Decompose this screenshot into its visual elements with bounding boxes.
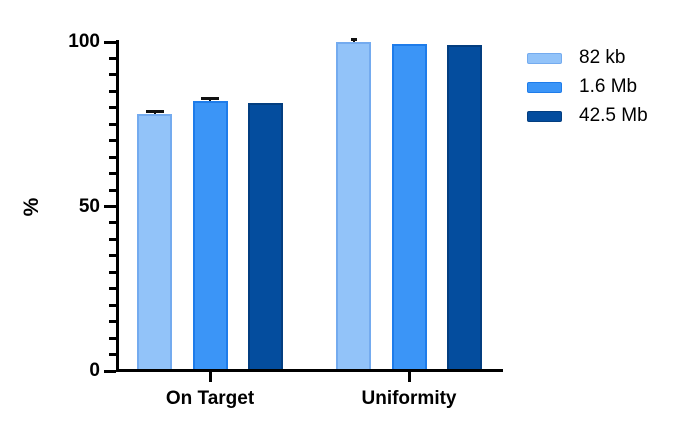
- error-bar-cap: [350, 37, 357, 41]
- legend-row: 1.6 Mb: [527, 76, 648, 98]
- legend: 82 kb 1.6 Mb 42.5 Mb: [527, 47, 648, 134]
- y-tick-label: 50: [78, 195, 100, 217]
- y-tick-label: 0: [89, 360, 100, 381]
- y-tick-minor: [109, 73, 116, 77]
- legend-label: 42.5 Mb: [579, 105, 648, 126]
- error-bar-cap: [145, 110, 164, 114]
- y-tick-minor: [109, 336, 116, 340]
- y-tick-minor: [109, 287, 116, 291]
- y-tick-minor: [109, 303, 116, 307]
- y-tick-minor: [109, 139, 116, 143]
- y-tick-minor: [109, 106, 116, 110]
- legend-row: 42.5 Mb: [527, 105, 648, 127]
- y-tick-minor: [109, 237, 116, 241]
- y-tick-minor: [109, 122, 116, 126]
- legend-label: 1.6 Mb: [579, 76, 638, 97]
- category-label: On Target: [165, 388, 255, 409]
- y-tick-minor: [109, 353, 116, 357]
- legend-swatch: [527, 110, 562, 122]
- category-tick: [208, 372, 212, 382]
- legend-swatch: [527, 81, 562, 93]
- bar: [137, 114, 172, 372]
- y-tick-minor: [109, 320, 116, 324]
- error-bar-cap: [201, 96, 219, 100]
- y-tick-major: [104, 40, 116, 44]
- y-tick-minor: [109, 221, 116, 225]
- bar: [192, 101, 228, 372]
- y-tick-minor: [109, 172, 116, 176]
- x-axis-line: [116, 369, 503, 372]
- y-tick-minor: [109, 56, 116, 60]
- y-tick-minor: [109, 254, 116, 258]
- legend-swatch: [527, 52, 562, 64]
- bar: [391, 43, 427, 372]
- y-tick-major: [104, 369, 116, 373]
- y-tick-minor: [109, 270, 116, 274]
- y-axis-line: [116, 40, 119, 372]
- y-tick-minor: [109, 89, 116, 93]
- bar: [248, 102, 283, 372]
- y-tick-minor: [109, 155, 116, 159]
- y-tick-label: 100: [68, 31, 100, 52]
- y-tick-major: [104, 205, 116, 208]
- bar: [447, 45, 482, 372]
- legend-row: 82 kb: [527, 47, 648, 69]
- legend-label: 82 kb: [579, 47, 626, 68]
- bar: [336, 42, 371, 372]
- category-label: Uniformity: [361, 388, 457, 409]
- category-tick: [407, 372, 411, 382]
- y-tick-minor: [109, 188, 116, 192]
